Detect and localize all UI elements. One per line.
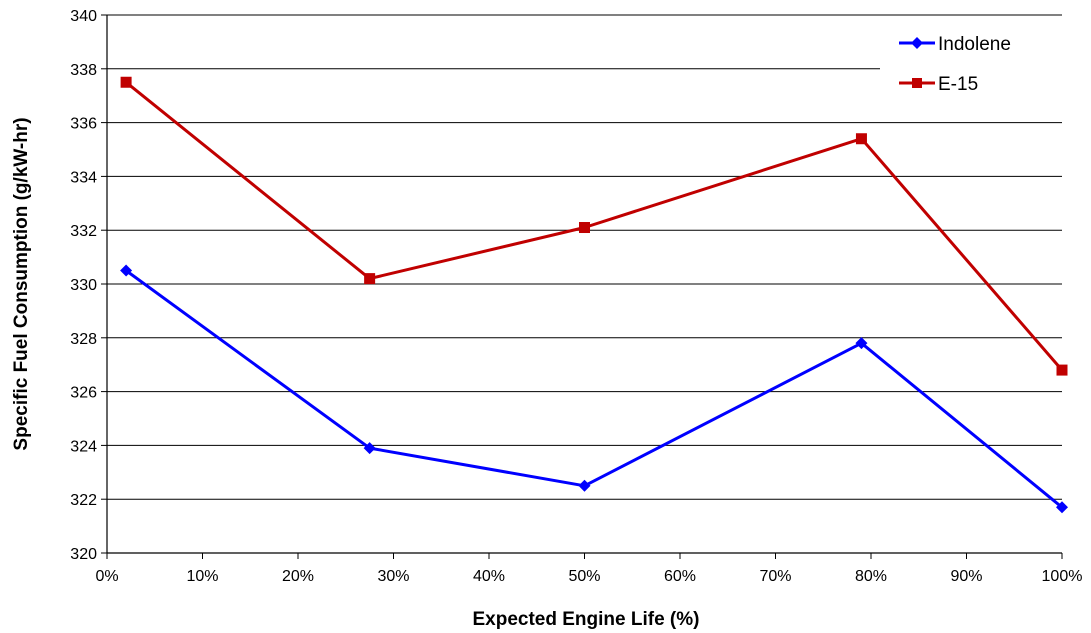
data-point-indolene <box>855 337 868 350</box>
y-tick-label: 338 <box>70 62 97 79</box>
y-tick-label: 330 <box>70 277 97 294</box>
x-tick-label: 100% <box>1042 568 1083 585</box>
data-point-e-15 <box>1056 364 1068 376</box>
y-tick-label: 326 <box>70 385 97 402</box>
y-tick-label: 340 <box>70 8 97 25</box>
x-axis-title: Expected Engine Life (%) <box>473 609 700 630</box>
data-point-indolene <box>363 442 376 455</box>
x-tick-label: 30% <box>377 568 409 585</box>
y-tick-label: 320 <box>70 546 97 563</box>
x-tick-label: 80% <box>855 568 887 585</box>
x-tick-label: 0% <box>95 568 118 585</box>
legend-marker-indolene <box>911 37 923 49</box>
y-tick-label: 322 <box>70 492 97 509</box>
x-tick-label: 10% <box>186 568 218 585</box>
legend-background <box>880 26 1076 106</box>
data-point-e-15 <box>579 222 590 234</box>
data-point-e-15 <box>364 273 376 285</box>
y-tick-label: 334 <box>70 169 97 186</box>
data-point-indolene <box>578 479 591 492</box>
series-line-e-15 <box>125 81 1064 372</box>
y-axis-title: Specific Fuel Consumption (g/kW-hr) <box>11 117 32 450</box>
legend-item-indolene: Indolene <box>899 34 1011 55</box>
legend-label-e15: E-15 <box>938 74 978 95</box>
x-tick-label: 40% <box>473 568 505 585</box>
y-tick-label: 332 <box>70 223 97 240</box>
x-tick-label: 20% <box>282 568 314 585</box>
series-e-15 <box>120 76 1068 376</box>
x-tick-label: 90% <box>950 568 982 585</box>
series-indolene <box>120 264 1068 514</box>
data-point-e-15 <box>855 133 867 145</box>
y-tick-label: 324 <box>70 438 97 455</box>
series <box>120 76 1068 514</box>
x-tick-label: 50% <box>568 568 600 585</box>
y-axis-ticks: 320 322 324 326 328 330 332 334 336 338 340 <box>70 8 107 563</box>
data-point-indolene <box>120 264 133 277</box>
legend-item-e15: E-15 <box>899 74 978 95</box>
legend-label-indolene: Indolene <box>938 34 1011 55</box>
data-point-indolene <box>1056 501 1068 514</box>
series-line-indolene <box>125 269 1063 509</box>
y-tick-label: 336 <box>70 116 97 133</box>
legend-marker-e15 <box>912 78 922 88</box>
legend: Indolene E-15 <box>880 26 1076 106</box>
y-tick-label: 328 <box>70 331 97 348</box>
x-tick-label: 60% <box>664 568 696 585</box>
x-axis-ticks: 0% 10% 20% 30% 40% 50% 60% 70% 80% 90% 100% <box>95 553 1082 585</box>
x-tick-label: 70% <box>759 568 791 585</box>
data-point-e-15 <box>120 76 132 88</box>
